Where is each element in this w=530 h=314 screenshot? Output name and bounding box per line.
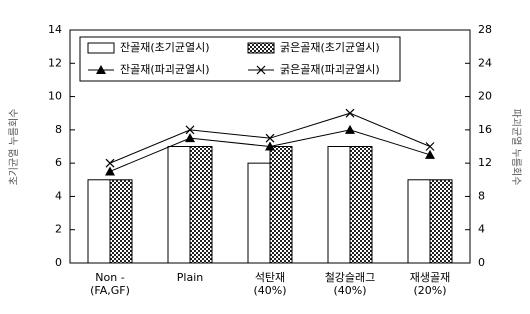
marker xyxy=(345,124,355,134)
bar xyxy=(407,179,431,264)
x-tick-label: Non -(FA,GF) xyxy=(90,271,130,297)
marker xyxy=(105,166,115,176)
x-tick-label-line: 석탄재 xyxy=(255,271,285,284)
x-tick-label: Plain xyxy=(177,271,203,284)
marker xyxy=(185,125,195,135)
y2-tick-label: 28 xyxy=(478,23,492,36)
marker xyxy=(265,141,275,151)
legend-marker xyxy=(96,65,106,74)
x-tick-label-line: (20%) xyxy=(413,284,446,297)
y2-tick-label: 20 xyxy=(478,90,492,103)
y-tick-label: 10 xyxy=(48,90,62,103)
x-tick-label: 석탄재 (40%) xyxy=(253,271,286,297)
bar xyxy=(429,179,453,264)
legend xyxy=(79,36,401,82)
bar xyxy=(247,162,271,264)
x-tick-label: 재생골재 (20%) xyxy=(410,271,450,297)
legend-label: 굵은골재(초기균열시) xyxy=(280,41,380,54)
x-tick-label: 철강슬래그 (40%) xyxy=(325,271,376,297)
legend-label: 잔골재(초기균열시) xyxy=(120,41,210,54)
x-tick-label-line: (40%) xyxy=(333,284,366,297)
bar xyxy=(87,179,111,264)
y2-tick-label: 4 xyxy=(478,223,485,236)
y2-tick-label: 12 xyxy=(478,156,492,169)
marker xyxy=(265,133,275,143)
marker xyxy=(425,149,435,159)
bar xyxy=(189,146,213,264)
x-tick-label-line: (FA,GF) xyxy=(90,284,130,297)
legend-swatch xyxy=(87,42,115,54)
legend-label: 굵은골재(파괴균열시) xyxy=(280,63,380,76)
bar xyxy=(349,146,373,264)
x-tick-label-line: 재생골재 xyxy=(410,271,450,284)
bar xyxy=(327,146,351,264)
y-tick-label: 4 xyxy=(55,189,62,202)
legend-marker xyxy=(256,65,266,75)
marker xyxy=(345,108,355,118)
y2-tick-label: 16 xyxy=(478,123,492,136)
bar xyxy=(269,146,293,264)
y-tick-label: 8 xyxy=(55,123,62,136)
y-tick-label: 14 xyxy=(48,23,62,36)
y2-tick-label: 8 xyxy=(478,189,485,202)
y2-axis-label: 파괴균열 누름회수 xyxy=(510,109,522,186)
x-tick-label-line: 철강슬래그 xyxy=(325,271,376,284)
marker xyxy=(425,142,435,151)
y2-tick-label: 24 xyxy=(478,56,492,69)
bar xyxy=(167,146,191,264)
y-tick-label: 12 xyxy=(48,56,62,69)
y-axis-label: 초기균열 누름회수 xyxy=(8,109,20,186)
marker xyxy=(105,158,115,168)
x-tick-label-line: (40%) xyxy=(253,284,286,297)
x-tick-label-line: Plain xyxy=(177,271,203,284)
y2-tick-label: 0 xyxy=(478,256,485,269)
legend-swatch xyxy=(247,42,275,54)
y-tick-label: 0 xyxy=(55,256,62,269)
marker xyxy=(185,133,195,143)
x-tick-label-line: Non - xyxy=(95,271,124,284)
bar xyxy=(109,179,133,264)
y-tick-label: 6 xyxy=(55,156,62,169)
y-tick-label: 2 xyxy=(55,223,62,236)
legend-label: 잔골재(파괴균열시) xyxy=(120,63,210,76)
